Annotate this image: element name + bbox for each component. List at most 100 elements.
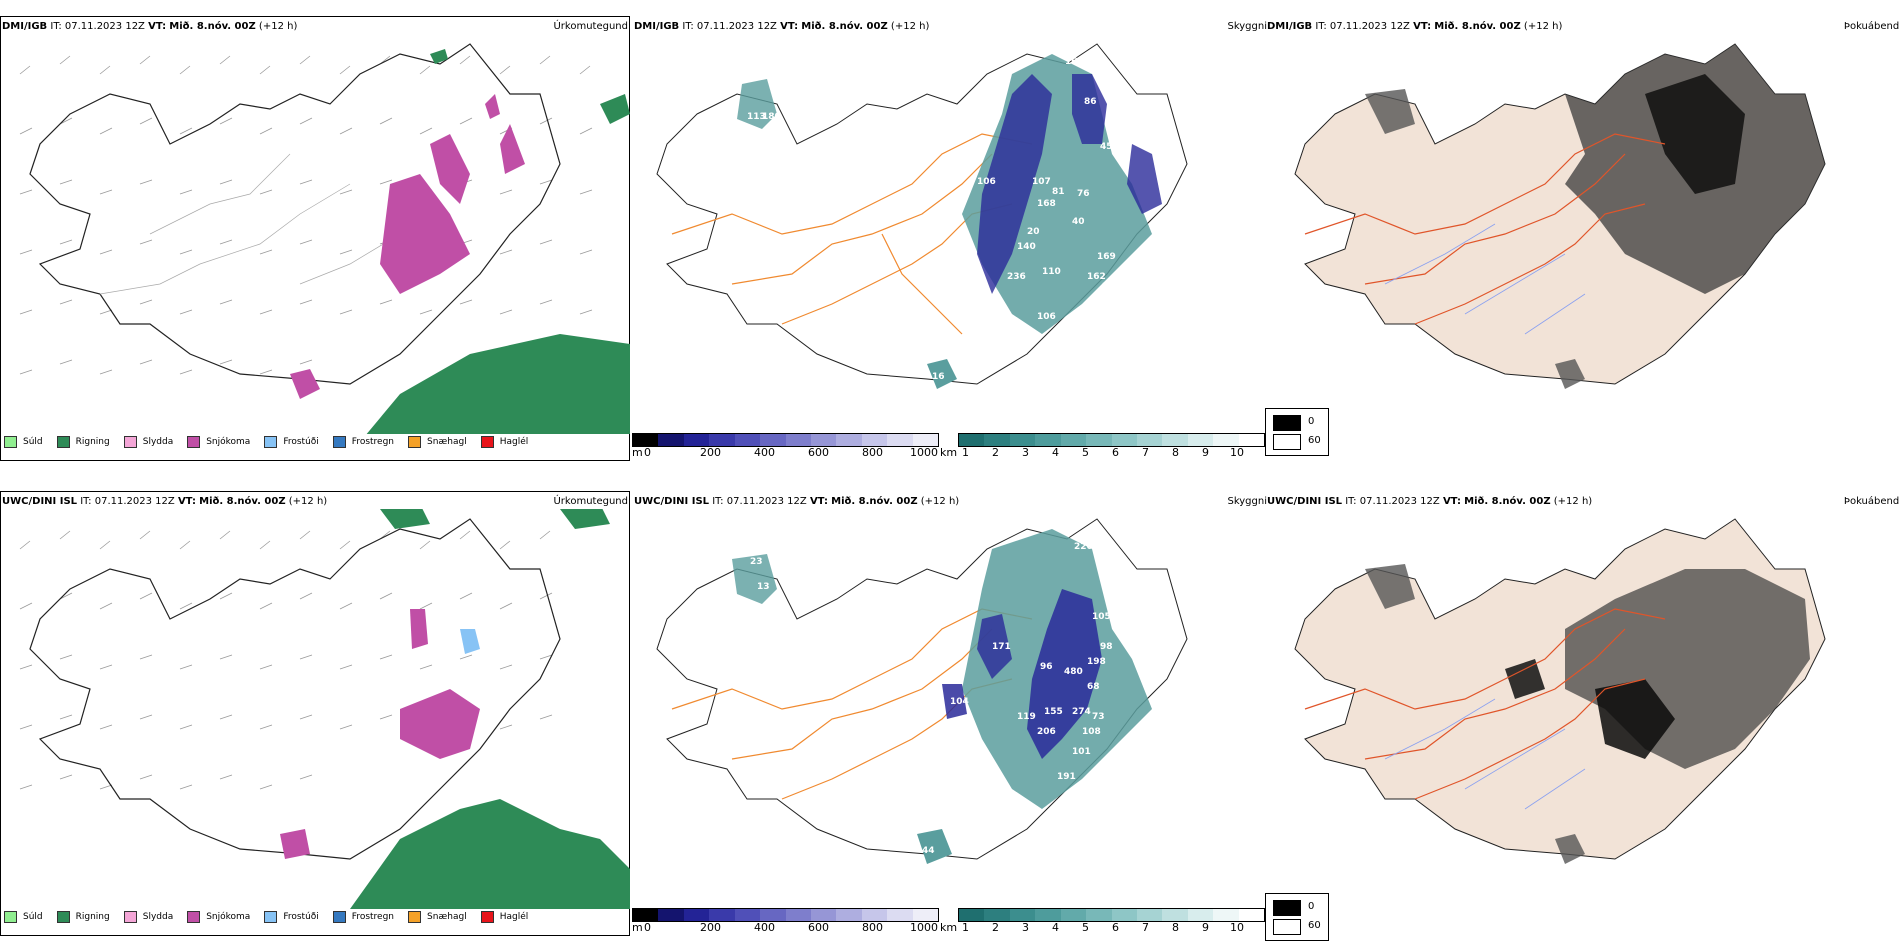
colorbar-segment xyxy=(1035,434,1061,446)
svg-text:81: 81 xyxy=(1052,187,1065,197)
panel-title: Þokuábendi xyxy=(1843,21,1900,32)
map-frame xyxy=(0,16,630,461)
colorbar-segment xyxy=(959,434,985,446)
legend-swatch xyxy=(123,911,137,923)
colorbar-segment xyxy=(658,434,684,446)
svg-text:169: 169 xyxy=(1097,252,1116,262)
colorbar-segment xyxy=(683,434,710,446)
svg-text:76: 76 xyxy=(1077,189,1090,199)
colorbar-segment xyxy=(912,909,939,921)
colorbar-segment xyxy=(1136,909,1163,921)
svg-text:40: 40 xyxy=(1072,217,1085,227)
svg-text:73: 73 xyxy=(1092,712,1105,722)
fog-legend-swatch-dark xyxy=(1273,415,1301,431)
svg-text:107: 107 xyxy=(1032,177,1051,187)
legend-swatch xyxy=(408,436,422,448)
precip-type-panel-bottom: UWC/DINI ISL IT: 07.11.2023 12Z VT: Mið.… xyxy=(0,475,632,950)
colorbar-segment xyxy=(633,434,659,446)
colorbar-segment xyxy=(1238,434,1265,446)
colorbar-segment xyxy=(734,434,761,446)
visibility-value-labels: 165 86 113 180 45 106 107 81 76 168 40 2… xyxy=(747,57,1121,382)
colorbar-segment xyxy=(709,909,735,921)
legend-item-suld: Súld xyxy=(4,436,43,448)
visibility-map: 165 86 113 180 45 106 107 81 76 168 40 2… xyxy=(656,43,1188,389)
panel-title: Skyggni xyxy=(1227,21,1267,32)
visibility-colorbar-m xyxy=(632,908,939,922)
svg-text:480: 480 xyxy=(1064,667,1083,677)
legend-item-haglel: Haglél xyxy=(480,911,528,923)
colorbar-segment xyxy=(1213,909,1239,921)
fog-map xyxy=(1294,518,1826,864)
svg-text:191: 191 xyxy=(1057,772,1076,782)
precip-map xyxy=(19,509,630,909)
svg-text:108: 108 xyxy=(1082,727,1101,737)
colorbar-segment xyxy=(861,434,888,446)
svg-text:165: 165 xyxy=(1122,632,1141,642)
legend-swatch xyxy=(264,911,278,923)
colorbar-km-ticks: km 1 2 3 4 5 6 7 8 9 10 xyxy=(940,921,1244,934)
legend-swatch xyxy=(480,911,494,923)
colorbar-segment xyxy=(836,434,862,446)
svg-text:105: 105 xyxy=(1092,612,1111,622)
visibility-panel-bottom: UWC/DINI ISL IT: 07.11.2023 12Z VT: Mið.… xyxy=(632,475,1267,950)
svg-text:162: 162 xyxy=(1087,272,1106,282)
colorbar-segment xyxy=(1162,909,1188,921)
visibility-map: 220 23 13 105 95 165 171 98 96 480 198 1… xyxy=(656,518,1188,864)
legend-item-slydda: Slydda xyxy=(123,911,173,923)
panel-title: Þokuábendi xyxy=(1843,496,1900,507)
legend-item-suld: Súld xyxy=(4,911,43,923)
svg-text:140: 140 xyxy=(1017,242,1036,252)
legend-swatch xyxy=(4,436,17,448)
colorbar-segment xyxy=(836,909,862,921)
svg-text:110: 110 xyxy=(1042,267,1061,277)
svg-text:13: 13 xyxy=(757,582,770,592)
colorbar-segment xyxy=(683,909,710,921)
svg-text:274: 274 xyxy=(1072,707,1091,717)
fog-panel-bottom: UWC/DINI ISL IT: 07.11.2023 12Z VT: Mið.… xyxy=(1265,475,1900,950)
legend-swatch xyxy=(187,911,201,923)
colorbar-segment xyxy=(810,909,837,921)
colorbar-segment xyxy=(1213,434,1239,446)
colorbar-segment xyxy=(1035,909,1061,921)
panel-header: DMI/IGB IT: 07.11.2023 12Z VT: Mið. 8.nó… xyxy=(634,21,930,32)
precip-map xyxy=(19,43,630,434)
colorbar-segment xyxy=(785,434,811,446)
svg-text:104: 104 xyxy=(950,697,969,707)
visibility-panel-top: DMI/IGB IT: 07.11.2023 12Z VT: Mið. 8.nó… xyxy=(632,0,1267,475)
colorbar-segment xyxy=(785,909,811,921)
svg-text:119: 119 xyxy=(1017,712,1036,722)
panel-header: UWC/DINI ISL IT: 07.11.2023 12Z VT: Mið.… xyxy=(1267,496,1593,507)
legend-swatch xyxy=(332,911,346,923)
svg-text:86: 86 xyxy=(1084,97,1097,107)
panel-title: Úrkomutegund xyxy=(553,496,628,507)
fog-legend-swatch-light xyxy=(1273,434,1301,450)
visibility-value-labels: 220 23 13 105 95 165 171 98 96 480 198 1… xyxy=(750,542,1141,856)
colorbar-segment xyxy=(959,909,985,921)
colorbar-segment xyxy=(1060,434,1087,446)
svg-text:106: 106 xyxy=(977,177,996,187)
legend-item-frostregn: Frostregn xyxy=(332,436,394,448)
legend-item-haglel: Haglél xyxy=(480,436,528,448)
legend-item-frostregn: Frostregn xyxy=(332,911,394,923)
legend-swatch xyxy=(4,911,17,923)
svg-text:98: 98 xyxy=(1100,642,1113,652)
colorbar-segment xyxy=(861,909,888,921)
svg-text:180: 180 xyxy=(762,112,781,122)
legend-swatch xyxy=(480,436,494,448)
colorbar-segment xyxy=(1187,909,1214,921)
panel-header: UWC/DINI ISL IT: 07.11.2023 12Z VT: Mið.… xyxy=(2,496,328,507)
colorbar-segment xyxy=(887,434,913,446)
colorbar-segment xyxy=(1162,434,1188,446)
fog-map xyxy=(1294,43,1826,389)
colorbar-segment xyxy=(887,909,913,921)
fog-legend-bottom: 0 60 xyxy=(1265,893,1329,941)
svg-text:20: 20 xyxy=(1027,227,1040,237)
svg-text:155: 155 xyxy=(1044,707,1063,717)
svg-text:168: 168 xyxy=(1037,199,1056,209)
visibility-colorbar-km xyxy=(958,433,1265,447)
legend-item-rigning: Rigning xyxy=(56,911,110,923)
panel-header: DMI/IGB IT: 07.11.2023 12Z VT: Mið. 8.nó… xyxy=(1267,21,1563,32)
panel-header: DMI/IGB IT: 07.11.2023 12Z VT: Mið. 8.nó… xyxy=(2,21,298,32)
legend-item-slydda: Slydda xyxy=(123,436,173,448)
colorbar-segment xyxy=(1136,434,1163,446)
